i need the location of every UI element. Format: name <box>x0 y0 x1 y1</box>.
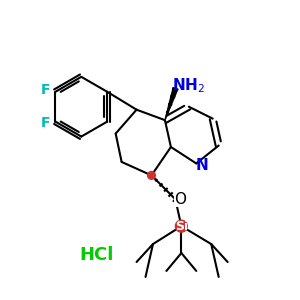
Circle shape <box>176 220 187 232</box>
Text: NH$_2$: NH$_2$ <box>172 76 205 95</box>
Circle shape <box>148 172 155 179</box>
Text: O: O <box>174 192 186 207</box>
Text: HCl: HCl <box>79 245 113 263</box>
Text: N: N <box>195 158 208 173</box>
Text: F: F <box>41 116 51 130</box>
Text: Si: Si <box>175 220 188 232</box>
Polygon shape <box>165 88 178 120</box>
Text: F: F <box>41 83 51 97</box>
